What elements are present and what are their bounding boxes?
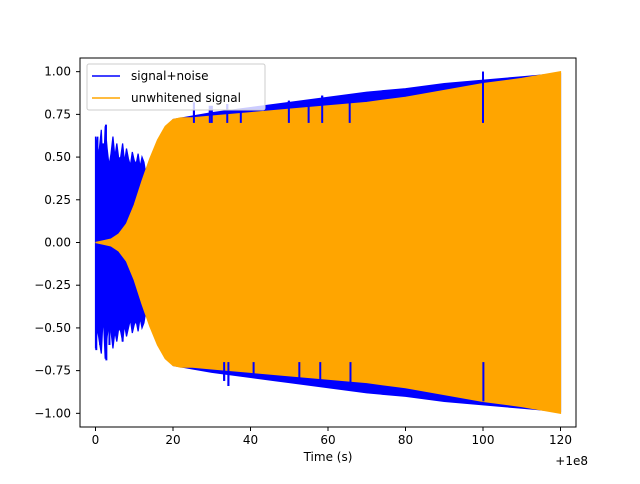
y-tick-label: 0.00: [44, 236, 71, 250]
x-tick-label: 80: [398, 433, 413, 447]
y-tick-label: −0.50: [34, 321, 71, 335]
series-group: [94, 70, 562, 415]
series-layer: [94, 70, 562, 415]
y-tick-label: −0.75: [34, 364, 71, 378]
x-tick-label: 20: [165, 433, 180, 447]
legend-label-unwhitened-signal: unwhitened signal: [131, 91, 241, 105]
x-tick-label: 120: [549, 433, 572, 447]
legend-label-signal-noise: signal+noise: [131, 69, 208, 83]
x-tick-label: 40: [243, 433, 258, 447]
x-ticks: 0 20 40 60 80 100 120: [92, 427, 572, 447]
x-tick-label: 100: [472, 433, 495, 447]
legend: signal+noise unwhitened signal: [86, 63, 266, 111]
x-tick-label: 0: [92, 433, 100, 447]
y-tick-label: 1.00: [44, 65, 71, 79]
series-unwhitened-signal-envelope: [95, 70, 562, 415]
y-ticks: 1.00 0.75 0.50 0.25 0.00 −0.25 −0.50 −0.75 −1.00: [34, 65, 80, 420]
y-tick-label: 0.25: [44, 193, 71, 207]
y-tick-label: 0.75: [44, 107, 71, 121]
y-tick-label: −1.00: [34, 406, 71, 420]
x-axis-offset-label: +1e8: [555, 454, 588, 468]
y-tick-label: −0.25: [34, 278, 71, 292]
legend-box: [86, 63, 266, 111]
y-tick-label: 0.50: [44, 150, 71, 164]
x-tick-label: 60: [320, 433, 335, 447]
x-axis-label: Time (s): [303, 450, 353, 464]
